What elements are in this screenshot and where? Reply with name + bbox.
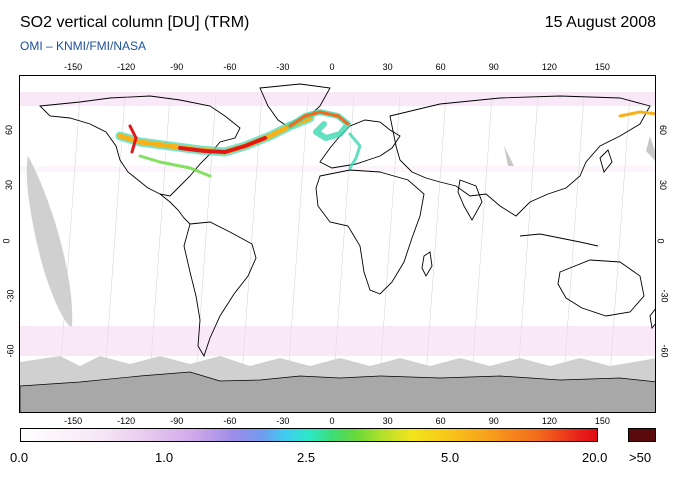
japan (599, 149, 613, 173)
so2-plume (115, 109, 655, 178)
lon-tick-bottom: -150 (64, 416, 83, 426)
lon-tick-bottom: 120 (541, 416, 557, 426)
madagascar (421, 251, 433, 277)
lon-tick-top: 60 (435, 62, 446, 72)
lat-tick-right: 30 (658, 180, 669, 191)
map-canvas (20, 83, 655, 412)
africa (315, 169, 425, 295)
lon-tick-top: -60 (223, 62, 237, 72)
central-america (159, 193, 191, 225)
lon-tick-top: 90 (488, 62, 499, 72)
data-credit: OMI – KNMI/FMI/NASA (20, 39, 147, 53)
lon-tick-top: 0 (329, 62, 335, 72)
india (457, 179, 483, 221)
lon-tick-top: -120 (117, 62, 136, 72)
lon-tick-bottom: 60 (435, 416, 446, 426)
lon-tick-bottom: 0 (329, 416, 335, 426)
colorbar (20, 428, 598, 442)
no-data-streak-east (646, 136, 655, 161)
colorbar-label: 20.0 (582, 450, 608, 465)
antarctica (20, 371, 655, 412)
lon-tick-top: -150 (64, 62, 83, 72)
lon-tick-top: 120 (541, 62, 557, 72)
indonesia (519, 233, 599, 247)
colorbar-label: 1.0 (155, 450, 174, 465)
world-map (19, 75, 656, 413)
no-data-swath (26, 156, 73, 327)
lat-tick-left: -60 (5, 344, 16, 358)
south-america (183, 221, 257, 358)
lon-tick-bottom: 90 (488, 416, 499, 426)
colorbar-overflow-label: >50 (629, 450, 652, 465)
lat-tick-left: 30 (4, 180, 15, 191)
new-zealand (649, 308, 655, 330)
lat-tick-right: 0 (655, 238, 666, 244)
background-noise (20, 92, 655, 356)
lon-tick-top: 150 (594, 62, 610, 72)
lon-tick-top: 30 (382, 62, 393, 72)
map-title: SO2 vertical column [DU] (TRM) (20, 14, 250, 31)
lat-tick-left: -30 (5, 289, 16, 303)
no-data-streak-asia (504, 146, 514, 166)
lon-tick-bottom: 150 (594, 416, 610, 426)
asia (389, 95, 651, 217)
lon-tick-bottom: -60 (223, 416, 237, 426)
colorbar-label: 2.5 (297, 450, 316, 465)
lon-tick-bottom: -30 (276, 416, 290, 426)
colorbar-label: 5.0 (441, 450, 460, 465)
lon-tick-bottom: 30 (382, 416, 393, 426)
colorbar-label: 0.0 (10, 450, 29, 465)
map-date: 15 August 2008 (544, 14, 656, 31)
lat-tick-left: 60 (4, 125, 15, 136)
lat-tick-left: 0 (1, 238, 12, 244)
lat-tick-right: -30 (659, 289, 670, 303)
lon-tick-bottom: -90 (170, 416, 184, 426)
lon-tick-top: -30 (276, 62, 290, 72)
lat-tick-right: -60 (659, 344, 670, 358)
north-america (39, 95, 241, 197)
lat-tick-right: 60 (658, 125, 669, 136)
australia (557, 259, 645, 317)
colorbar-overflow-box (628, 428, 656, 442)
lon-tick-bottom: -120 (117, 416, 136, 426)
lon-tick-top: -90 (170, 62, 184, 72)
